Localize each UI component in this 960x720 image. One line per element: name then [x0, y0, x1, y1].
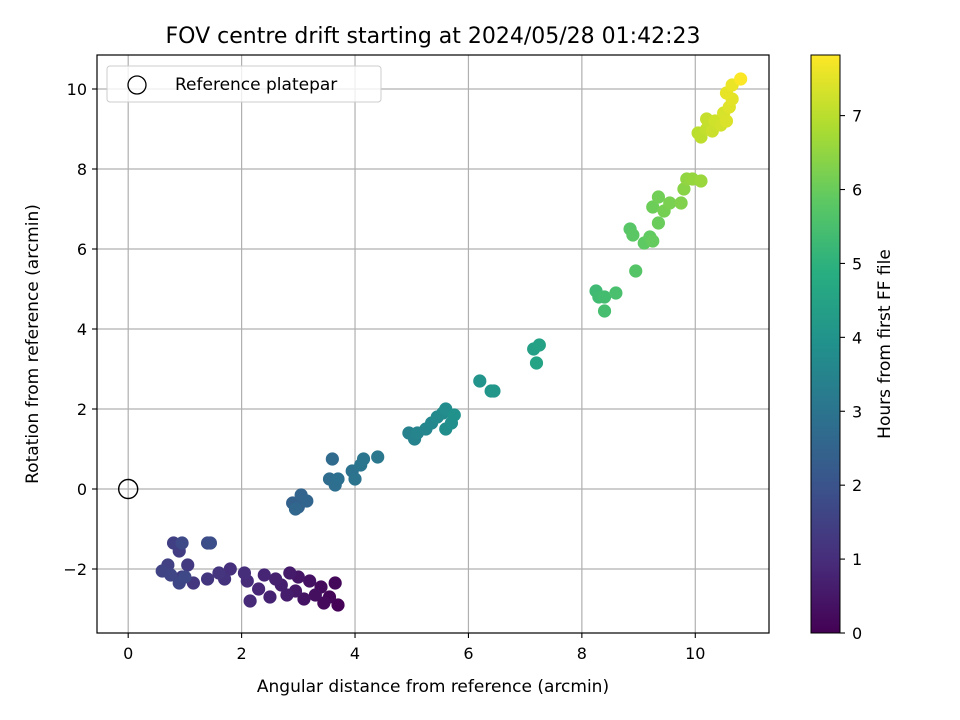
data-point — [280, 588, 294, 602]
data-point — [297, 592, 311, 606]
data-point — [651, 190, 666, 204]
legend: Reference platepar — [106, 65, 382, 103]
y-tick-label: 0 — [77, 480, 87, 499]
data-point — [473, 374, 487, 388]
y-tick-label: 2 — [77, 400, 87, 419]
colorbar-gradient — [811, 55, 840, 633]
data-point — [597, 304, 612, 318]
data-point — [175, 536, 189, 550]
x-tick-label: 0 — [123, 644, 133, 663]
data-point — [252, 582, 266, 596]
data-points — [155, 72, 748, 612]
y-axis-ticks: −2 0 2 4 6 8 10 — [63, 80, 97, 579]
colorbar-tick-label: 2 — [852, 476, 862, 495]
colorbar-tick-label: 1 — [852, 550, 862, 569]
data-point — [356, 452, 371, 466]
x-tick-label: 8 — [577, 644, 587, 663]
data-point — [243, 594, 257, 608]
data-point — [487, 384, 501, 398]
data-point — [626, 228, 640, 242]
data-point — [178, 570, 192, 584]
legend-marker — [127, 75, 147, 95]
data-point — [532, 338, 546, 352]
x-tick-label: 6 — [463, 644, 473, 663]
data-point — [325, 452, 339, 466]
y-tick-label: 4 — [77, 320, 87, 339]
data-point — [164, 568, 178, 582]
data-point — [300, 494, 314, 508]
colorbar-tick-label: 5 — [852, 254, 862, 273]
data-point — [663, 196, 677, 210]
data-point — [223, 562, 237, 576]
data-point — [348, 472, 362, 486]
data-point — [651, 216, 666, 230]
colorbar-tick-label: 6 — [852, 181, 862, 200]
colorbar-tick-label: 7 — [852, 107, 862, 126]
data-point — [317, 596, 331, 610]
reference-marker — [117, 478, 139, 500]
colorbar-tick-label: 4 — [852, 328, 862, 347]
data-point — [371, 450, 385, 464]
data-point — [694, 174, 708, 188]
data-point — [734, 72, 748, 86]
y-tick-label: −2 — [63, 560, 87, 579]
y-tick-label: 6 — [77, 240, 87, 259]
colorbar-frame — [810, 54, 841, 634]
y-tick-label: 8 — [77, 160, 87, 179]
data-point — [303, 574, 317, 588]
plot-frame — [96, 54, 770, 634]
data-point — [331, 598, 345, 612]
data-point — [529, 356, 544, 370]
y-axis-label: Rotation from reference (arcmin) — [23, 204, 43, 484]
data-point — [609, 286, 623, 300]
data-point — [237, 566, 252, 580]
data-point — [212, 566, 226, 580]
data-point — [447, 408, 461, 422]
data-point — [646, 200, 660, 214]
data-point — [629, 264, 643, 278]
data-point — [331, 472, 345, 486]
y-tick-label: 10 — [67, 80, 87, 99]
data-point — [263, 590, 277, 604]
data-point — [597, 290, 612, 304]
x-axis-ticks: 0 2 4 6 8 10 — [123, 633, 705, 663]
colorbar-ticks: 0 1 2 3 4 5 6 7 — [840, 107, 862, 643]
x-tick-label: 2 — [237, 644, 247, 663]
colorbar-label: Hours from first FF file — [875, 249, 895, 439]
grid-lines — [97, 55, 769, 633]
x-tick-label: 10 — [685, 644, 705, 663]
legend-box — [106, 65, 382, 103]
legend-label: Reference platepar — [175, 75, 337, 95]
data-point — [257, 568, 271, 582]
x-tick-label: 4 — [350, 644, 360, 663]
data-point — [677, 182, 691, 196]
data-point — [328, 576, 342, 590]
colorbar-tick-label: 3 — [852, 402, 862, 421]
data-point — [203, 536, 218, 550]
data-point — [181, 558, 195, 572]
x-axis-label: Angular distance from reference (arcmin) — [257, 677, 609, 697]
reference-platepar-point — [117, 478, 139, 500]
data-point — [283, 566, 297, 580]
data-point — [308, 588, 322, 602]
data-point — [200, 572, 215, 586]
data-point — [288, 502, 303, 516]
data-point — [674, 196, 688, 210]
data-point — [269, 572, 283, 586]
data-point — [646, 234, 660, 248]
data-point — [719, 114, 734, 128]
chart-title: FOV centre drift starting at 2024/05/28 … — [166, 24, 701, 49]
colorbar-tick-label: 0 — [852, 624, 862, 643]
